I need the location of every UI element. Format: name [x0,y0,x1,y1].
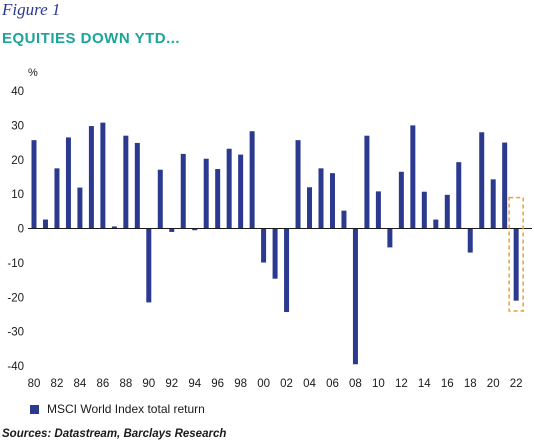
bar [341,210,347,229]
y-tick-label: -20 [7,292,24,304]
bar [502,142,508,229]
bar [375,191,381,229]
bar [226,148,232,229]
y-tick-label: 30 [11,120,24,132]
bar [100,122,106,229]
y-axis-unit: % [28,67,38,79]
bar [398,171,404,229]
x-tick-label: 88 [119,378,132,390]
x-tick-label: 94 [188,378,201,390]
figure-label: Figure 1 [2,0,61,19]
y-tick-label: -40 [7,361,24,373]
bar [123,135,129,229]
y-tick-labels: 40 30 20 10 0 -10 -20 -30 -40 [7,86,24,373]
x-tick-label: 80 [28,378,41,390]
x-tick-label: 20 [487,378,500,390]
bar [387,228,393,248]
legend: MSCI World Index total return [30,402,205,416]
x-tick-label: 82 [51,378,64,390]
bar [111,226,117,229]
bar [261,228,267,263]
y-tick-label: 0 [18,224,24,236]
x-tick-label: 84 [74,378,87,390]
highlight-box [508,196,524,312]
bars [31,122,519,365]
bar [180,153,186,229]
x-tick-label: 14 [418,378,431,390]
bar [157,169,163,229]
bar [421,191,427,229]
y-tick-label: 20 [11,155,24,167]
x-tick-label: 04 [303,378,316,390]
x-tick-label: 86 [96,378,109,390]
x-tick-label: 22 [510,378,523,390]
bar [410,125,416,229]
bar [272,228,278,279]
chart-title: EQUITIES DOWN YTD... [2,30,181,47]
bar [203,158,209,229]
bar [192,228,198,231]
x-tick-label: 12 [395,378,408,390]
legend-swatch [30,404,39,414]
bar [444,194,450,229]
x-tick-label: 02 [280,378,293,390]
x-tick-label: 90 [142,378,155,390]
x-tick-labels: 80 82 84 86 88 90 92 94 96 98 00 02 04 06 08 10 12 14 16 18… [28,378,523,390]
y-tick-label: 40 [11,86,24,98]
bar [295,140,301,229]
bar [307,187,313,229]
bar [490,179,496,229]
bar [318,168,324,229]
bar [65,137,71,229]
bar [467,228,473,253]
x-tick-label: 18 [464,378,477,390]
x-tick-label: 10 [372,378,385,390]
bar [479,132,485,229]
bar [215,169,221,229]
bar [88,126,94,229]
x-tick-label: 98 [234,378,247,390]
bar [146,228,152,303]
x-tick-label: 08 [349,378,362,390]
y-tick-label: -30 [7,327,24,339]
x-tick-label: 96 [211,378,224,390]
bar [134,142,140,229]
bar [42,219,48,229]
legend-label: MSCI World Index total return [47,402,205,416]
x-tick-label: 92 [165,378,178,390]
y-tick-label: 10 [11,189,24,201]
source-note: Sources: Datastream, Barclays Research [2,428,227,440]
bar [284,228,290,313]
bar [31,140,37,229]
bar [364,135,370,229]
bar-chart: % 40 30 20 10 0 -10 -20 -30 -40 80 82 84 86 88 90 92 94… [7,67,532,390]
x-tick-label: 16 [441,378,454,390]
bar [329,173,335,229]
bar [352,228,358,365]
bar [238,154,244,229]
bar [169,228,175,232]
bar [513,228,519,301]
bar [456,162,462,229]
y-tick-label: -10 [7,258,24,270]
bar [77,187,83,229]
bar [249,131,255,229]
x-tick-label: 06 [326,378,339,390]
bar [54,168,60,229]
bar [433,219,439,229]
x-tick-label: 00 [257,378,270,390]
